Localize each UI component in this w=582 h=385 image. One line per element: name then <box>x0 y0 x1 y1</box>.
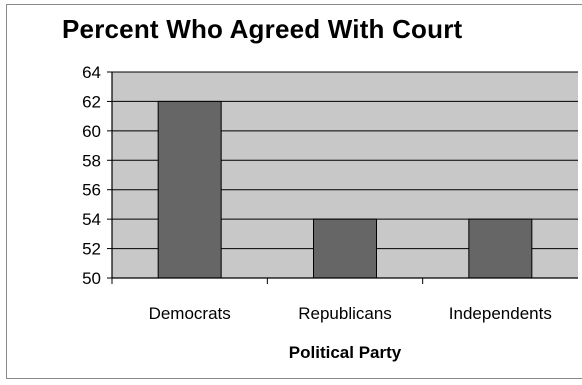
x-category-label: Republicans <box>298 304 392 323</box>
y-tick-label: 54 <box>82 210 101 229</box>
y-tick-label: 58 <box>82 151 101 170</box>
y-tick-label: 56 <box>82 181 101 200</box>
y-tick-label: 62 <box>82 92 101 111</box>
bar-republicans <box>313 218 377 279</box>
x-axis-title: Political Party <box>289 343 402 362</box>
x-category-labels: Democrats Republicans Independents <box>149 304 552 323</box>
bar-democrats <box>157 100 222 279</box>
x-category-label: Democrats <box>149 304 231 323</box>
chart-title: Percent Who Agreed With Court <box>62 14 463 44</box>
x-category-label: Independents <box>449 304 552 323</box>
y-tick-labels: 50 52 54 56 58 60 62 64 <box>82 63 101 288</box>
y-tick-label: 60 <box>82 122 101 141</box>
bars <box>157 100 533 279</box>
y-tick-label: 64 <box>82 63 101 82</box>
y-tick-label: 52 <box>82 240 101 259</box>
bar-independents <box>468 218 533 279</box>
y-tick-label: 50 <box>82 269 101 288</box>
axes <box>107 71 578 284</box>
